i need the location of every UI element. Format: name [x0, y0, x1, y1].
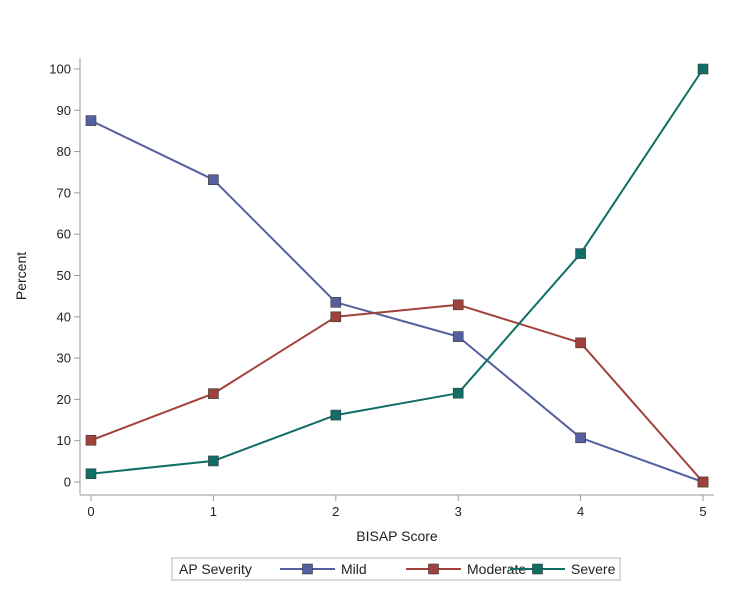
- y-tick-label: 50: [57, 268, 71, 283]
- series-line-severe: [90, 68, 704, 475]
- x-axis-title: BISAP Score: [356, 528, 438, 544]
- x-tick-label: 1: [210, 504, 217, 519]
- legend-label-moderate: Moderate: [467, 561, 526, 577]
- y-tick-label: 100: [49, 62, 71, 77]
- legend-label-mild: Mild: [341, 561, 367, 577]
- y-tick-label: 70: [57, 185, 71, 200]
- x-tick-label: 0: [87, 504, 94, 519]
- data-point-moderate: [452, 299, 464, 311]
- data-point-mild: [575, 432, 586, 444]
- data-point-mild: [452, 331, 464, 342]
- data-point-moderate: [697, 476, 709, 488]
- data-point-moderate: [330, 311, 342, 323]
- y-tick-label: 40: [57, 309, 71, 324]
- y-tick-label: 20: [57, 392, 71, 407]
- legend-items: Mild Moderate Severe: [280, 561, 616, 577]
- legend-item-severe: Severe: [510, 561, 616, 577]
- data-point-severe: [85, 468, 97, 480]
- legend-box: [171, 557, 621, 581]
- data-point-moderate: [85, 434, 97, 446]
- series-mild: [85, 115, 709, 488]
- series-layer: [85, 63, 709, 488]
- legend-marker-mild: [302, 563, 313, 575]
- series-severe: [85, 63, 709, 480]
- x-tick-label: 5: [699, 504, 706, 519]
- y-axis-title: Percent: [13, 252, 29, 300]
- data-point-moderate: [208, 388, 219, 399]
- x-tick-label: 4: [577, 504, 584, 519]
- legend-marker-moderate: [428, 563, 439, 575]
- data-point-moderate: [575, 337, 586, 349]
- y-tick-label: 10: [57, 433, 71, 448]
- data-point-mild: [330, 297, 342, 308]
- data-point-severe: [208, 455, 219, 467]
- y-tick-label: 90: [57, 103, 71, 118]
- legend: AP Severity Mild Moderate Severe: [171, 557, 621, 581]
- data-point-severe: [697, 63, 709, 75]
- legend-title: AP Severity: [179, 561, 252, 577]
- x-tick-label: 3: [455, 504, 462, 519]
- series-moderate: [85, 299, 709, 488]
- x-tick-label: 2: [332, 504, 339, 519]
- legend-marker-severe: [532, 563, 543, 575]
- series-line-mild: [90, 119, 704, 483]
- data-point-severe: [452, 387, 464, 399]
- legend-item-moderate: Moderate: [406, 561, 526, 577]
- data-point-severe: [330, 409, 342, 421]
- y-tick-label: 60: [57, 227, 71, 242]
- y-tick-label: 0: [64, 475, 71, 490]
- y-tick-label: 30: [57, 351, 71, 366]
- series-line-moderate: [90, 303, 704, 483]
- data-point-mild: [85, 115, 97, 126]
- data-point-mild: [208, 174, 219, 185]
- axes: 0 10 20 30 40 50 60 70 80 90 100 0 1 2 3 4 5: [49, 58, 714, 519]
- y-tick-label: 80: [57, 144, 71, 159]
- legend-label-severe: Severe: [571, 561, 616, 577]
- data-point-severe: [575, 248, 586, 259]
- legend-item-mild: Mild: [280, 561, 367, 577]
